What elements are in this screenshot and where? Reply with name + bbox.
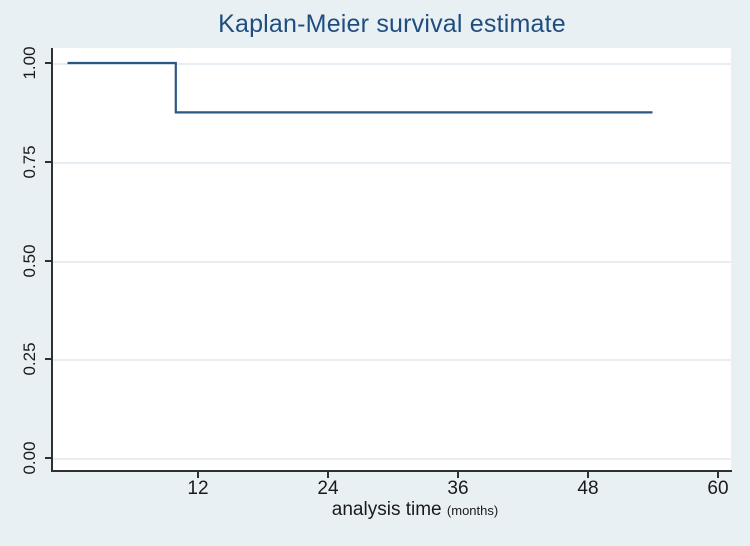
x-tick-36 xyxy=(457,472,459,478)
gridline-0.50 xyxy=(53,261,731,263)
y-tick-0.25 xyxy=(45,358,52,360)
y-tick-1.00 xyxy=(45,62,52,64)
gridline-0.75 xyxy=(53,162,731,164)
chart-title: Kaplan-Meier survival estimate xyxy=(218,10,566,38)
x-tick-label-24: 24 xyxy=(317,478,339,499)
x-tick-label-48: 48 xyxy=(577,478,599,499)
y-axis-line xyxy=(51,48,53,472)
x-tick-12 xyxy=(197,472,199,478)
x-tick-48 xyxy=(587,472,589,478)
x-axis-line xyxy=(51,470,732,472)
x-tick-label-60: 60 xyxy=(707,478,729,499)
plot-area xyxy=(53,48,731,471)
y-tick-label-1.00: 1.00 xyxy=(20,46,39,80)
gridline-1.00 xyxy=(53,63,731,65)
x-axis-title-main: analysis time xyxy=(331,499,442,520)
gridline-0.25 xyxy=(53,359,731,361)
x-axis-title: analysis time (months) xyxy=(332,499,498,521)
y-tick-0.75 xyxy=(45,161,52,163)
x-axis-title-unit: (months) xyxy=(446,503,499,518)
y-tick-label-0.50: 0.50 xyxy=(20,244,39,278)
y-tick-label-0.75: 0.75 xyxy=(20,145,39,179)
km-survival-curve xyxy=(67,61,653,114)
y-tick-label-0.00: 0.00 xyxy=(20,441,39,475)
x-tick-60 xyxy=(717,472,719,478)
y-tick-0.50 xyxy=(45,260,52,262)
x-tick-label-12: 12 xyxy=(187,478,209,499)
x-tick-label-36: 36 xyxy=(447,478,469,499)
y-tick-0.00 xyxy=(45,457,52,459)
x-tick-24 xyxy=(327,472,329,478)
gridline-0.00 xyxy=(53,458,731,460)
y-tick-label-0.25: 0.25 xyxy=(20,342,39,376)
